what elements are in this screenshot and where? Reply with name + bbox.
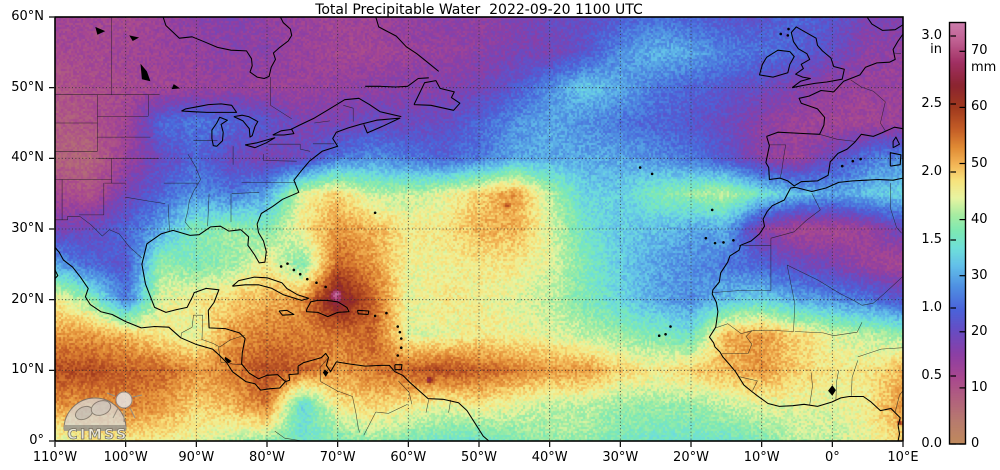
cimss-logo: CIMSS	[63, 391, 143, 441]
lat-tick-label: 50°N	[11, 79, 44, 95]
cbar-mm-tick-label: 10	[971, 379, 988, 395]
colorbar-mm-unit-label: mm	[971, 60, 997, 75]
lon-tick-label: 100°W	[103, 450, 148, 465]
lon-tick-label: 40°W	[531, 450, 568, 465]
lon-tick-label: 60°W	[390, 450, 427, 465]
lat-tick-label: 60°N	[11, 9, 44, 24]
cbar-in-tick-label: 2.5	[921, 96, 942, 111]
lat-tick-label: 10°N	[11, 362, 44, 378]
lon-tick-label: 90°W	[178, 450, 215, 465]
cbar-mm-tick-label: 0	[971, 436, 980, 451]
lat-tick-label: 20°N	[11, 291, 44, 307]
lon-tick-label: 10°W	[743, 450, 780, 465]
colorbar-gradient	[950, 23, 965, 444]
lat-tick-label: 40°N	[11, 150, 44, 166]
lon-tick-label: 110°W	[32, 450, 78, 465]
lon-tick-label: 0°	[824, 450, 840, 465]
tpw-field-canvas	[55, 17, 903, 441]
logo-base	[64, 425, 126, 431]
logo-text: CIMSS	[67, 427, 128, 441]
logo-dish-right-icon	[90, 400, 112, 416]
cbar-in-tick-label: 2.0	[921, 164, 942, 179]
lat-tick-label: 30°N	[11, 221, 44, 236]
cbar-in-tick-label: 0.5	[921, 368, 942, 383]
cbar-mm-tick-label: 50	[971, 155, 988, 171]
cbar-mm-tick-label: 20	[971, 323, 988, 339]
lon-tick-label: 20°W	[673, 450, 709, 465]
lon-tick-label: 50°W	[461, 450, 497, 465]
cbar-in-tick-label: 1.0	[921, 300, 942, 315]
cbar-mm-tick-label: 40	[971, 211, 988, 227]
cbar-mm-tick-label: 70	[971, 43, 988, 59]
lon-tick-label: 10°E	[887, 450, 919, 465]
lon-tick-label: 30°W	[602, 450, 639, 465]
logo-sun-icon	[115, 391, 133, 409]
lon-tick-label: 70°W	[319, 450, 356, 465]
page-title: Total Precipitable Water 2022-09-20 1100…	[315, 2, 643, 18]
lat-tick-label: 0°	[29, 433, 44, 448]
cbar-in-tick-label: 1.5	[921, 232, 942, 247]
cbar-in-tick-label: 0.0	[921, 436, 942, 451]
cbar-mm-tick-label: 30	[971, 267, 988, 283]
logo-sun-rays	[106, 392, 143, 422]
colorbar-inches-unit-label: in	[930, 42, 942, 57]
cbar-mm-tick-label: 60	[971, 99, 988, 115]
cbar-in-tick-label: 3.0	[921, 28, 942, 43]
lon-tick-label: 80°W	[249, 450, 285, 465]
